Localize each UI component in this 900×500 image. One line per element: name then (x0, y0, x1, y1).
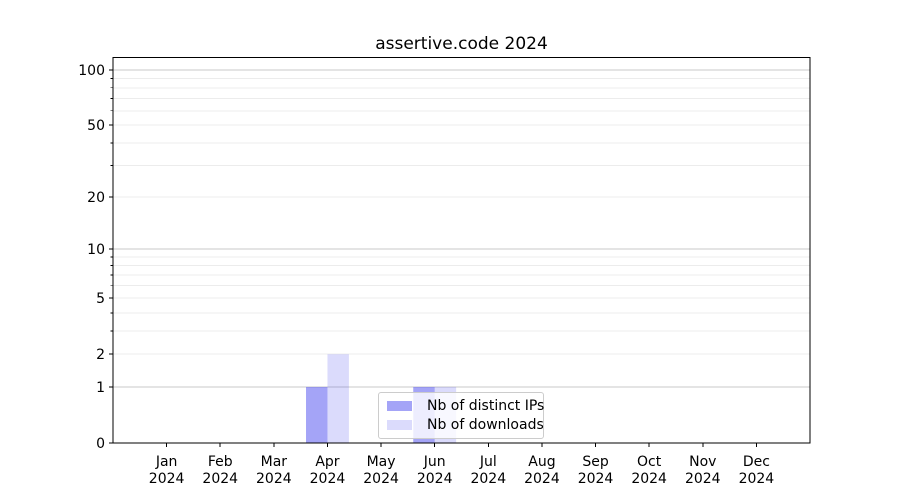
y-tick-label: 5 (96, 291, 105, 307)
x-tick-label-year: 2024 (524, 471, 560, 487)
x-tick-label-month: Oct (637, 454, 662, 470)
x-tick-label-month: Dec (743, 454, 770, 470)
legend-label-distinct-ips: Nb of distinct IPs (427, 398, 545, 415)
x-tick-label-month: Sep (582, 454, 609, 470)
x-tick-label-year: 2024 (470, 471, 506, 487)
x-tick-label-year: 2024 (578, 471, 614, 487)
x-tick-label-month: Nov (689, 454, 716, 470)
x-tick-label-month: Jan (155, 454, 178, 470)
x-tick-label-year: 2024 (149, 471, 185, 487)
legend-swatch-downloads (387, 419, 412, 430)
chart-title: assertive.code 2024 (375, 34, 548, 54)
y-tick-label: 50 (87, 118, 105, 134)
y-tick-label: 1 (96, 380, 105, 396)
x-tick-label-year: 2024 (739, 471, 775, 487)
x-tick-label-year: 2024 (256, 471, 292, 487)
legend: Nb of distinct IPs Nb of downloads (378, 392, 544, 439)
x-tick-label-year: 2024 (685, 471, 721, 487)
x-tick-label-year: 2024 (417, 471, 453, 487)
x-tick-label-year: 2024 (202, 471, 238, 487)
legend-entry-downloads: Nb of downloads (387, 418, 544, 432)
x-tick-label-month: Jul (479, 454, 497, 470)
x-tick-label-month: Aug (528, 454, 555, 470)
plot-border (112, 57, 811, 444)
y-tick-label: 2 (96, 347, 105, 363)
x-tick-label-month: Apr (315, 454, 339, 470)
bar-Apr-series0 (306, 386, 328, 443)
x-tick-label-year: 2024 (363, 471, 399, 487)
x-tick-label-month: Mar (261, 454, 288, 470)
y-tick-label: 100 (78, 63, 105, 79)
y-tick-label: 0 (96, 436, 105, 452)
y-tick-label: 20 (87, 190, 105, 206)
x-tick-label-month: May (367, 454, 396, 470)
x-tick-label-month: Jun (423, 454, 446, 470)
bar-Apr-series1 (327, 354, 349, 443)
legend-swatch-distinct-ips (387, 401, 412, 412)
x-tick-label-month: Feb (208, 454, 233, 470)
legend-entry-distinct-ips: Nb of distinct IPs (387, 399, 544, 413)
legend-label-downloads: Nb of downloads (427, 416, 544, 433)
x-tick-label-year: 2024 (310, 471, 346, 487)
x-tick-label-year: 2024 (631, 471, 667, 487)
y-tick-label: 10 (87, 242, 105, 258)
